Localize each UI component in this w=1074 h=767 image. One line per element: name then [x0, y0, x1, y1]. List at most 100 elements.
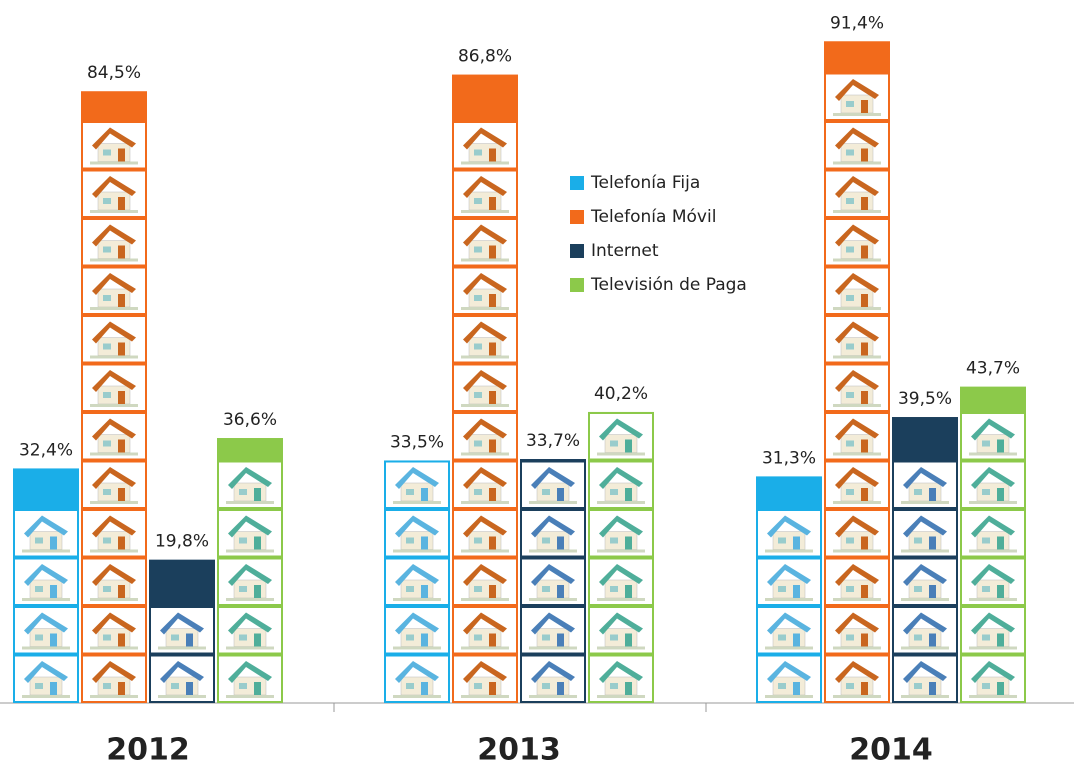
house-body	[234, 629, 266, 647]
house-body	[841, 532, 873, 550]
house-door	[625, 682, 632, 695]
house-body	[469, 289, 501, 307]
house-body	[469, 677, 501, 695]
house-icon	[826, 414, 888, 459]
house-body	[977, 629, 1009, 647]
house-icon	[826, 172, 888, 217]
house-window	[171, 683, 179, 689]
house-door	[118, 682, 125, 695]
ground	[90, 259, 138, 262]
house-window	[474, 441, 482, 447]
house-icon	[522, 560, 584, 605]
house-door	[861, 585, 868, 598]
house-window	[846, 344, 854, 350]
house-body	[605, 580, 637, 598]
house-window	[474, 344, 482, 350]
house-door	[186, 634, 193, 647]
house-icon	[83, 511, 145, 556]
house-window	[35, 683, 43, 689]
house-window	[982, 489, 990, 495]
house-door	[489, 246, 496, 259]
house-body	[909, 483, 941, 501]
ground	[765, 550, 813, 553]
house-body	[98, 483, 130, 501]
x-tick-label: 2013	[477, 733, 561, 767]
house-window	[610, 635, 618, 641]
house-door	[489, 537, 496, 550]
house-door	[118, 634, 125, 647]
house-window	[982, 683, 990, 689]
house-icon	[894, 463, 956, 508]
ground	[90, 453, 138, 456]
house-icon	[83, 123, 145, 168]
house-door	[861, 149, 868, 162]
house-window	[171, 635, 179, 641]
ground	[833, 453, 881, 456]
house-window	[406, 489, 414, 495]
ground	[969, 501, 1017, 504]
house-window	[103, 538, 111, 544]
house-body	[909, 580, 941, 598]
house-icon	[962, 657, 1024, 702]
ground	[393, 550, 441, 553]
house-icon	[590, 608, 652, 653]
house-body	[469, 435, 501, 453]
house-body	[98, 338, 130, 356]
ground	[969, 453, 1017, 456]
house-icon	[454, 269, 516, 314]
value-label: 86,8%	[458, 47, 512, 67]
house-body	[773, 532, 805, 550]
value-label: 33,5%	[390, 432, 444, 452]
house-door	[861, 343, 868, 356]
ground	[90, 501, 138, 504]
house-door	[118, 537, 125, 550]
house-icon	[826, 511, 888, 556]
house-icon	[454, 366, 516, 411]
house-door	[997, 440, 1004, 453]
house-window	[778, 538, 786, 544]
house-icon	[894, 608, 956, 653]
house-window	[474, 247, 482, 253]
house-body	[909, 677, 941, 695]
house-door	[861, 682, 868, 695]
house-door	[118, 343, 125, 356]
house-icon	[826, 75, 888, 120]
house-window	[846, 101, 854, 107]
house-window	[474, 538, 482, 544]
house-window	[846, 489, 854, 495]
house-door	[254, 488, 261, 501]
house-window	[474, 635, 482, 641]
house-icon	[826, 657, 888, 702]
house-body	[469, 241, 501, 259]
value-label: 84,5%	[87, 63, 141, 83]
house-body	[98, 144, 130, 162]
house-icon	[386, 608, 448, 653]
house-door	[254, 585, 261, 598]
house-window	[239, 489, 247, 495]
house-window	[610, 586, 618, 592]
legend-label: Telefonía Móvil	[590, 207, 716, 227]
ground	[461, 501, 509, 504]
house-door	[557, 682, 564, 695]
house-door	[625, 585, 632, 598]
house-body	[98, 289, 130, 307]
house-window	[846, 247, 854, 253]
house-door	[557, 537, 564, 550]
ground	[529, 550, 577, 553]
house-icon	[758, 608, 820, 653]
house-body	[841, 580, 873, 598]
legend-label: Telefonía Fija	[590, 173, 700, 193]
house-icon	[894, 560, 956, 605]
house-body	[841, 192, 873, 210]
house-door	[997, 537, 1004, 550]
ground	[22, 695, 70, 698]
house-window	[239, 683, 247, 689]
house-window	[103, 247, 111, 253]
house-door	[118, 197, 125, 210]
house-window	[103, 586, 111, 592]
house-body	[773, 629, 805, 647]
house-window	[846, 198, 854, 204]
house-door	[489, 343, 496, 356]
house-door	[421, 585, 428, 598]
house-window	[239, 538, 247, 544]
